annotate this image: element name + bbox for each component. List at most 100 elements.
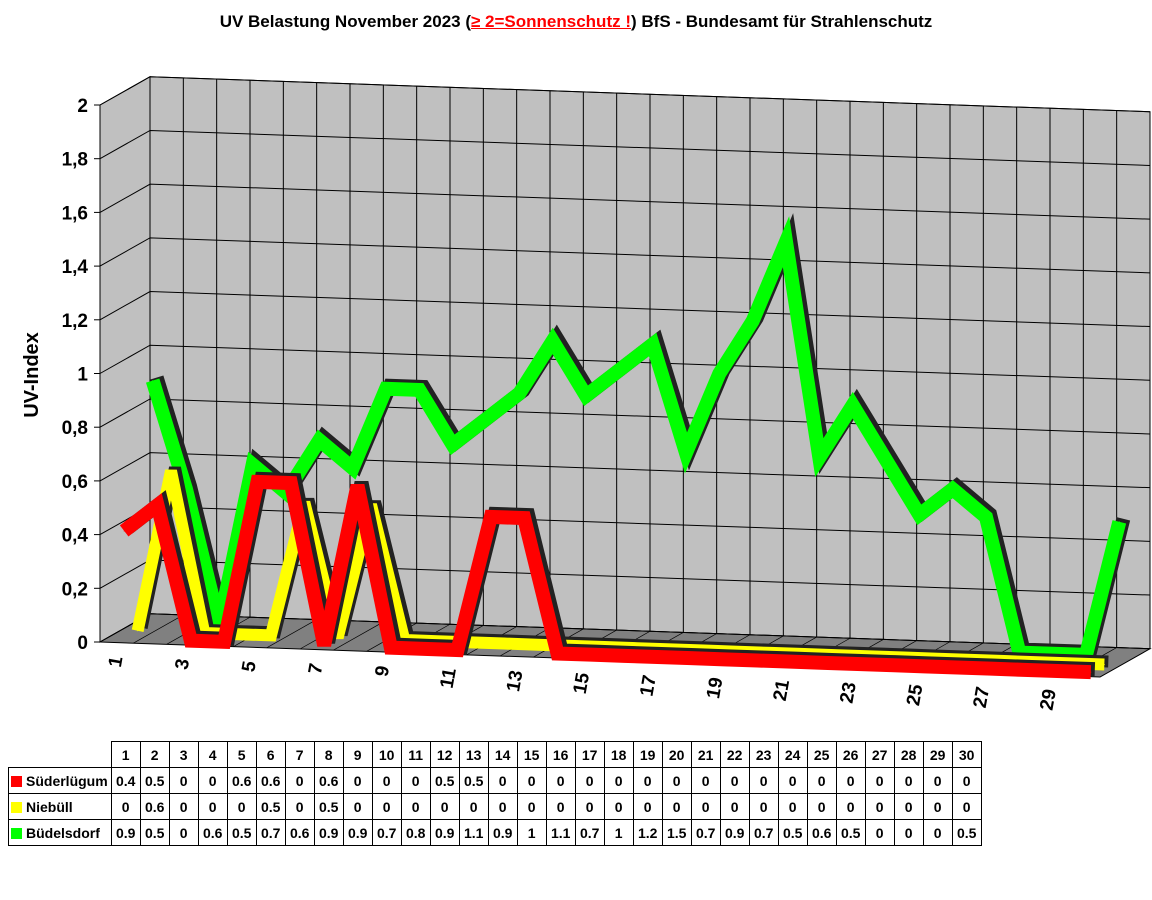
x-tick-label: 27 [970,685,994,709]
table-cell: 0.5 [429,767,460,794]
table-cell: 1.2 [632,819,663,846]
table-cell: 0.9 [342,819,373,846]
data-point [690,657,692,659]
table-corner [9,742,112,768]
table-cell: 0 [835,767,866,794]
table-header-cell: 19 [632,741,663,768]
table-header-cell: 22 [719,741,750,768]
table-cell: 0 [777,767,808,794]
x-tick-label: 17 [636,674,660,698]
table-header-cell: 21 [690,741,721,768]
data-point [457,649,458,651]
data-point [623,655,625,657]
data-point [723,658,725,660]
data-point [1057,670,1058,672]
data-point [585,395,587,397]
table-cell: 0 [864,767,895,794]
table-header-cell: 10 [371,741,402,768]
table-cell: 0.7 [255,819,286,846]
data-point [685,452,687,454]
x-tick-label: 15 [570,671,594,696]
table-cell: 0.7 [748,819,779,846]
y-tick-label: 0,8 [62,418,88,439]
y-tick-label: 0,4 [62,526,89,547]
y-tick-label: 2 [77,96,88,117]
table-header-cell: 13 [458,741,489,768]
table-header-cell: 7 [284,741,315,768]
floor-gridline [333,621,384,651]
legend-label: Niebüll [26,798,73,815]
table-cell: 0.5 [255,793,286,820]
table-cell: 0 [748,767,779,794]
table-cell: 0 [603,793,634,820]
table-cell: 0 [197,767,228,794]
table-cell: 0 [893,819,924,846]
data-point [123,530,125,532]
data-point [357,484,358,486]
table-cell: 1 [516,819,547,846]
legend-swatch [11,775,22,787]
table-cell: 0 [951,793,982,820]
table-cell: 0 [545,767,576,794]
table-cell: 0 [748,793,779,820]
data-point [785,241,787,243]
table-cell: 0 [574,793,605,820]
legend-swatch [11,827,22,839]
table-cell: 0 [342,767,373,794]
data-point [170,470,172,472]
data-point [885,459,887,461]
table-cell: 0.7 [690,819,721,846]
table-header-cell: 17 [574,741,605,768]
chart-title: UV Belastung November 2023 (≥ 2=Sonnensc… [0,12,1152,32]
data-point [590,654,592,656]
table-cell: 0 [632,793,663,820]
table-header-cell: 18 [603,741,634,768]
table-cell: 1 [603,819,634,846]
x-tick-label: 23 [836,681,860,705]
table-cell: 0 [487,793,518,820]
table-header-cell: 3 [168,741,199,768]
data-point [352,467,354,469]
table-cell: 0.6 [226,767,257,794]
title-text: UV Belastung November 2023 ( [219,12,471,31]
table-cell: 0 [806,793,837,820]
table-cell: 0 [864,793,895,820]
table-header-cell: 26 [835,741,866,768]
table-cell: 0 [516,793,547,820]
table-cell: 0.9 [313,819,344,846]
table-cell: 0 [342,793,373,820]
uv-chart: 00,20,40,60,811,21,41,61,821 3 5 7 9 11 13 15 17… [21,75,1152,712]
data-point [270,634,272,636]
data-point [1103,664,1105,666]
data-point [657,656,658,658]
x-tick-label: 3 [172,657,195,671]
data-point [1118,521,1120,523]
data-point [1023,669,1025,671]
table-cell: 0.4 [110,767,141,794]
x-tick-label: 5 [238,659,261,673]
table-cell: 0.6 [197,819,228,846]
table-cell: 0 [951,767,982,794]
table-cell: 0 [458,793,489,820]
data-point [818,457,820,459]
title-warning-link[interactable]: ≥ 2=Sonnenschutz ! [471,12,631,31]
table-cell: 0 [284,793,315,820]
data-point [618,369,620,371]
data-point [557,653,558,655]
x-tick-label: 29 [1036,688,1060,712]
table-cell: 0 [168,793,199,820]
data-point [752,320,754,322]
table-cell: 0 [197,793,228,820]
legend-label: Süderlügum [26,772,108,789]
data-point [485,418,487,420]
x-tick-label: 7 [305,662,328,676]
table-cell: 0.9 [429,819,460,846]
data-point [185,488,187,490]
table-cell: 0 [922,793,953,820]
x-tick-label: 25 [903,682,927,707]
table-header-cell: 9 [342,741,373,768]
table-header-cell: 5 [226,741,257,768]
table-header-cell: 20 [661,741,692,768]
data-point [223,641,225,643]
data-point [418,389,420,391]
